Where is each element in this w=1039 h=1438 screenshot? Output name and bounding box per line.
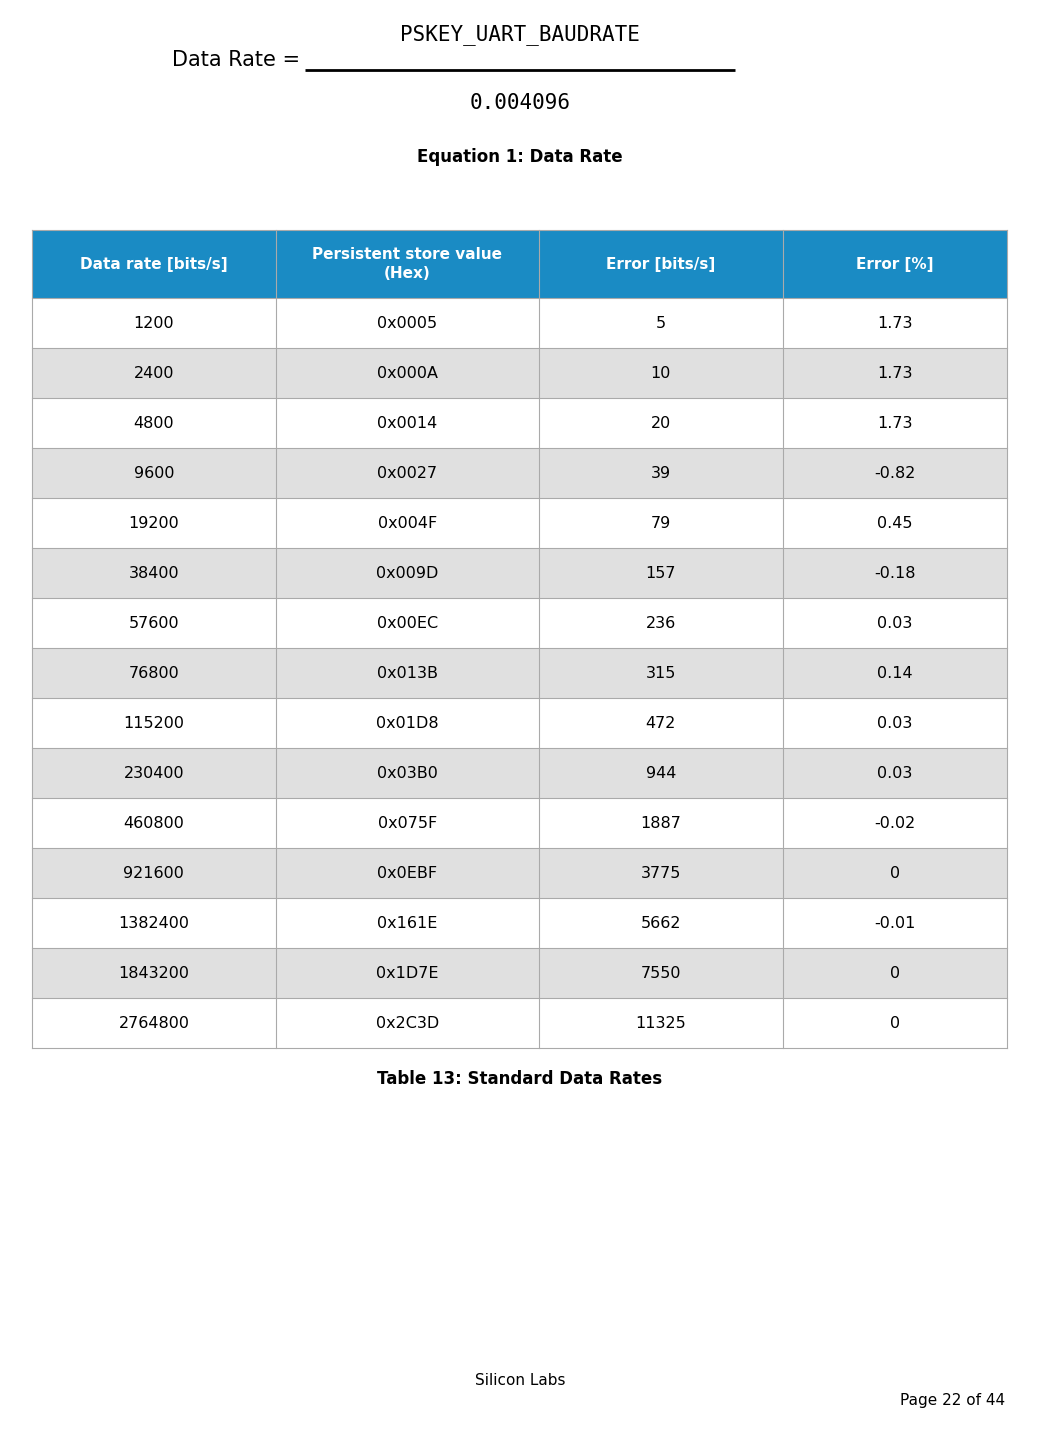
Text: 0.03: 0.03: [877, 615, 912, 630]
Text: 1382400: 1382400: [118, 916, 189, 930]
Bar: [32, 798, 1007, 848]
Text: 0: 0: [889, 866, 900, 880]
Text: 4800: 4800: [134, 416, 175, 430]
Text: 0x161E: 0x161E: [377, 916, 437, 930]
Text: 944: 944: [645, 765, 676, 781]
Text: 0x075F: 0x075F: [378, 815, 437, 831]
Text: 0: 0: [889, 1015, 900, 1031]
Text: Page 22 of 44: Page 22 of 44: [900, 1393, 1005, 1408]
Bar: [32, 998, 1007, 1048]
Bar: [32, 548, 1007, 598]
Text: 39: 39: [650, 466, 671, 480]
Bar: [32, 649, 1007, 697]
Text: 157: 157: [645, 565, 676, 581]
Bar: [32, 230, 1007, 298]
Bar: [32, 748, 1007, 798]
Bar: [32, 948, 1007, 998]
Text: 1843200: 1843200: [118, 965, 189, 981]
Text: 1.73: 1.73: [877, 416, 912, 430]
Text: 2400: 2400: [134, 365, 175, 381]
Text: 0x000A: 0x000A: [377, 365, 437, 381]
Text: -0.18: -0.18: [874, 565, 915, 581]
Text: 2764800: 2764800: [118, 1015, 189, 1031]
Text: Data Rate =: Data Rate =: [171, 50, 300, 70]
Text: PSKEY_UART_BAUDRATE: PSKEY_UART_BAUDRATE: [400, 24, 640, 45]
Text: 20: 20: [650, 416, 671, 430]
Text: 460800: 460800: [124, 815, 184, 831]
Text: 0x0014: 0x0014: [377, 416, 437, 430]
Text: Error [bits/s]: Error [bits/s]: [606, 256, 716, 272]
Bar: [32, 848, 1007, 897]
Bar: [32, 897, 1007, 948]
Text: 79: 79: [650, 515, 671, 531]
Text: -0.01: -0.01: [874, 916, 915, 930]
Text: 76800: 76800: [129, 666, 180, 680]
Text: 236: 236: [646, 615, 676, 630]
Text: 38400: 38400: [129, 565, 179, 581]
Bar: [32, 697, 1007, 748]
Text: Persistent store value
(Hex): Persistent store value (Hex): [313, 247, 503, 280]
Text: 0x0027: 0x0027: [377, 466, 437, 480]
Text: 0x009D: 0x009D: [376, 565, 438, 581]
Text: -0.02: -0.02: [874, 815, 915, 831]
Text: -0.82: -0.82: [874, 466, 915, 480]
Text: 230400: 230400: [124, 765, 184, 781]
Text: 472: 472: [645, 716, 676, 731]
Text: 0: 0: [889, 965, 900, 981]
Text: 5: 5: [656, 315, 666, 331]
Bar: [32, 298, 1007, 348]
Text: 11325: 11325: [636, 1015, 686, 1031]
Bar: [32, 449, 1007, 498]
Text: Error [%]: Error [%]: [856, 256, 934, 272]
Text: 1.73: 1.73: [877, 315, 912, 331]
Bar: [32, 498, 1007, 548]
Text: 0x1D7E: 0x1D7E: [376, 965, 438, 981]
Text: 57600: 57600: [129, 615, 179, 630]
Text: 10: 10: [650, 365, 671, 381]
Text: 5662: 5662: [641, 916, 682, 930]
Text: 0x0005: 0x0005: [377, 315, 437, 331]
Text: Equation 1: Data Rate: Equation 1: Data Rate: [418, 148, 622, 165]
Text: 0.45: 0.45: [877, 515, 912, 531]
Text: Data rate [bits/s]: Data rate [bits/s]: [80, 256, 228, 272]
Text: 9600: 9600: [134, 466, 175, 480]
Text: 7550: 7550: [641, 965, 682, 981]
Text: 0x0EBF: 0x0EBF: [377, 866, 437, 880]
Text: 0.14: 0.14: [877, 666, 912, 680]
Text: 0x03B0: 0x03B0: [377, 765, 437, 781]
Text: 315: 315: [645, 666, 676, 680]
Text: 0x01D8: 0x01D8: [376, 716, 438, 731]
Text: 0.004096: 0.004096: [470, 93, 570, 114]
Text: Silicon Labs: Silicon Labs: [475, 1373, 565, 1388]
Text: 1.73: 1.73: [877, 365, 912, 381]
Text: 0x013B: 0x013B: [377, 666, 437, 680]
Bar: [32, 398, 1007, 449]
Text: 19200: 19200: [129, 515, 180, 531]
Text: 0x00EC: 0x00EC: [377, 615, 437, 630]
Text: 0x004F: 0x004F: [378, 515, 437, 531]
Text: 115200: 115200: [124, 716, 184, 731]
Text: 0.03: 0.03: [877, 765, 912, 781]
Bar: [32, 598, 1007, 649]
Text: 0x2C3D: 0x2C3D: [376, 1015, 439, 1031]
Text: Table 13: Standard Data Rates: Table 13: Standard Data Rates: [377, 1070, 663, 1089]
Text: 3775: 3775: [641, 866, 681, 880]
Text: 921600: 921600: [124, 866, 184, 880]
Text: 0.03: 0.03: [877, 716, 912, 731]
Text: 1200: 1200: [134, 315, 175, 331]
Bar: [32, 348, 1007, 398]
Text: 1887: 1887: [640, 815, 682, 831]
